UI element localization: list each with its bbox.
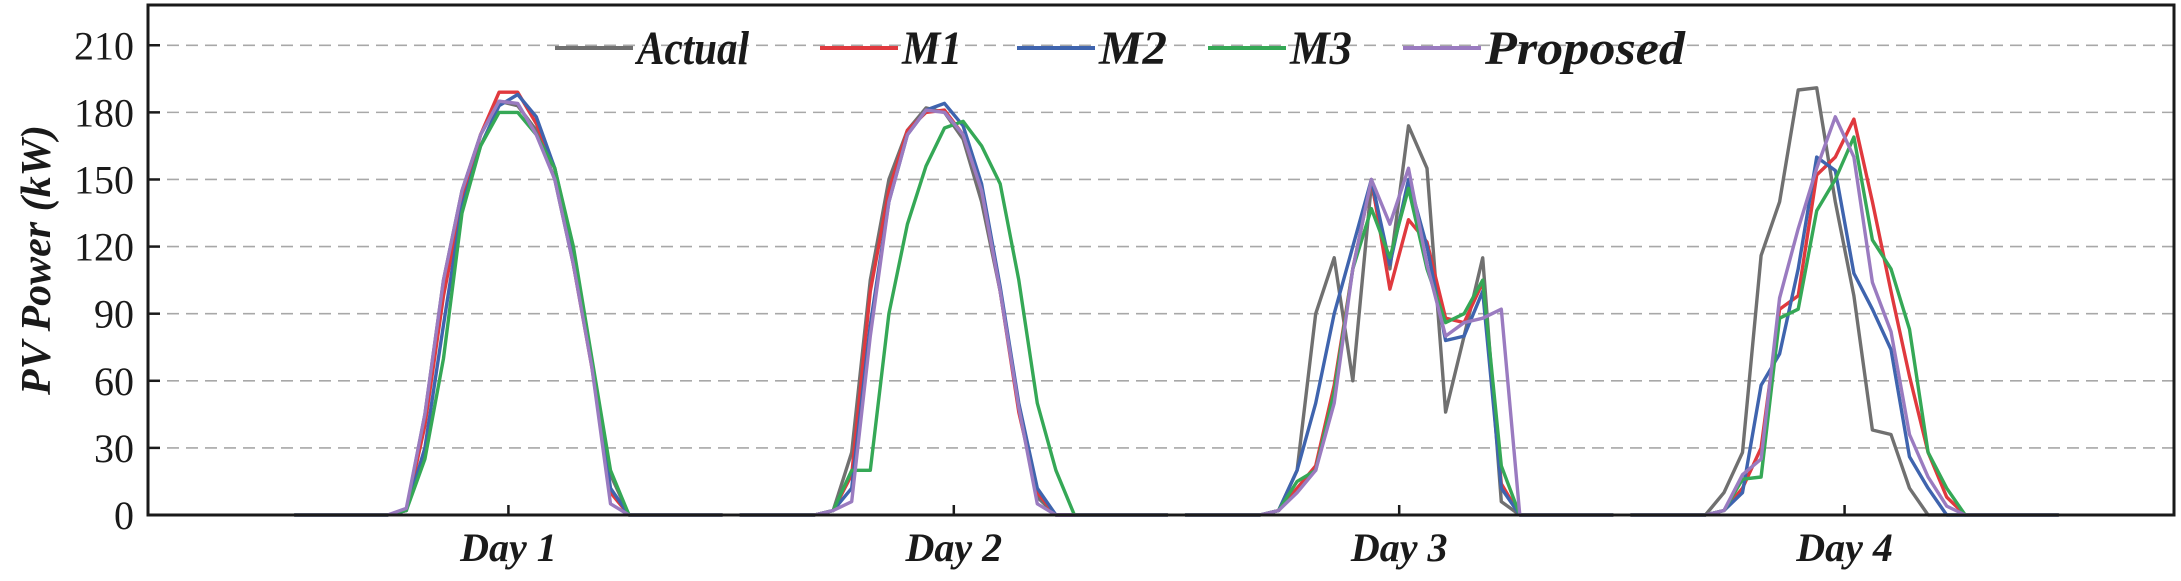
series-line-actual-day-4 — [1629, 86, 2060, 517]
y-tick-label: 150 — [74, 157, 134, 202]
series-line-actual-day-1 — [293, 99, 724, 517]
legend-label-m3: M3 — [1289, 22, 1352, 75]
y-tick-label: 180 — [74, 90, 134, 135]
series-line-m2-day-1 — [293, 92, 724, 517]
series-line-proposed-day-1 — [293, 99, 724, 517]
x-category-label: Day 4 — [1795, 525, 1893, 570]
legend-label-m1: M1 — [901, 22, 962, 75]
series-line-m2-day-3 — [1184, 177, 1615, 517]
x-category-label: Day 2 — [904, 525, 1002, 570]
x-axis-ticks: Day 1 Day 2 Day 3 Day 4 — [459, 505, 1893, 570]
plot-series — [293, 86, 2060, 517]
y-tick-label: 60 — [94, 359, 134, 404]
y-tick-label: 0 — [114, 493, 134, 538]
series-line-m1-day-4 — [1629, 117, 2060, 517]
series-line-m3-day-3 — [1184, 186, 1615, 517]
legend: Actual M1 M2 M3 Proposed — [555, 22, 1686, 75]
y-axis-ticks: 0 30 60 90 120 150 180 210 — [74, 23, 160, 538]
series-line-proposed-day-4 — [1629, 115, 2060, 517]
x-category-label: Day 1 — [459, 525, 557, 570]
legend-label-actual: Actual — [634, 22, 749, 75]
plot-frame — [146, 3, 2176, 517]
y-tick-label: 90 — [94, 292, 134, 337]
y-axis-label: PV Power (kW) — [14, 125, 60, 396]
grid-lines — [148, 44, 2174, 449]
series-line-m1-day-2 — [738, 108, 1169, 517]
y-tick-label: 30 — [94, 426, 134, 471]
series-line-m1-day-1 — [293, 90, 724, 517]
series-line-m3-day-2 — [738, 119, 1169, 517]
y-tick-label: 120 — [74, 225, 134, 270]
series-line-m3-day-4 — [1629, 135, 2060, 517]
legend-label-proposed: Proposed — [1484, 22, 1686, 75]
series-line-actual-day-2 — [738, 106, 1169, 517]
series-line-m2-day-2 — [738, 101, 1169, 517]
y-tick-label: 210 — [74, 23, 134, 68]
legend-label-m2: M2 — [1098, 22, 1167, 75]
x-category-label: Day 3 — [1350, 525, 1448, 570]
series-line-m2-day-4 — [1629, 155, 2060, 517]
series-line-actual-day-3 — [1184, 124, 1615, 517]
series-line-proposed-day-2 — [738, 108, 1169, 517]
